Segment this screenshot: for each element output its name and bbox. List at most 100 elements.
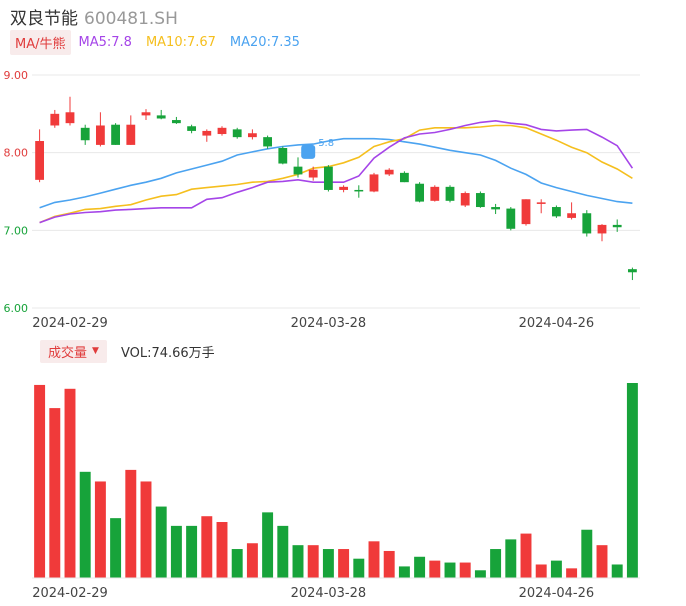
volume-bar [581, 529, 593, 578]
stock-header: 双良节能 600481.SH [10, 4, 178, 29]
x-tick-label: 2024-03-28 [291, 316, 367, 331]
candle-body [50, 113, 60, 126]
volume-bar [566, 568, 578, 578]
volume-bar [34, 384, 46, 578]
volume-bar [429, 560, 441, 578]
volume-x-tick-label: 2024-02-29 [32, 586, 108, 601]
candle-body [491, 207, 501, 210]
ma10-line [39, 124, 633, 224]
candle-body [126, 124, 136, 145]
candle-body [627, 269, 637, 273]
candle-body [612, 224, 622, 228]
candle-body [171, 120, 181, 124]
candle-body [202, 130, 212, 136]
volume-bar [216, 522, 228, 578]
candle-body [308, 169, 318, 178]
candle-body [156, 115, 166, 119]
volume-bar [292, 545, 304, 578]
volume-indicator-label: 成交量 [48, 345, 88, 361]
volume-bar [459, 562, 471, 578]
volume-bar [353, 558, 365, 578]
volume-bar [79, 471, 91, 578]
candle-body [597, 224, 607, 234]
volume-bar [535, 564, 547, 578]
candle-body [323, 166, 333, 190]
volume-indicator-selector[interactable]: 成交量 ▼ [40, 339, 107, 363]
volume-bar [474, 570, 486, 578]
volume-x-tick-label: 2024-04-26 [519, 586, 595, 601]
volume-bar [322, 549, 334, 578]
candle-body [232, 129, 242, 138]
x-tick-label: 2024-04-26 [519, 316, 595, 331]
volume-value: VOL:74.66万手 [120, 345, 215, 361]
candle-body [551, 207, 561, 217]
candle-body [460, 193, 470, 206]
volume-bar [611, 564, 623, 578]
candle-body [35, 141, 45, 180]
y-tick-label: 8.00 [4, 147, 29, 160]
volume-bar [398, 566, 410, 578]
candle-body [536, 202, 546, 204]
volume-bar [277, 525, 289, 578]
ma5-legend: MA5:7.8 [78, 34, 132, 50]
candle-body [278, 148, 288, 164]
volume-bar [231, 549, 243, 578]
volume-bar [49, 408, 61, 578]
candle-body [80, 127, 90, 141]
caret-down-icon: ▼ [92, 346, 99, 356]
candle-body [111, 124, 121, 145]
volume-bar [186, 525, 198, 578]
volume-bar [444, 562, 456, 578]
candle-body [399, 172, 409, 183]
ma5-line [39, 119, 634, 224]
volume-bar [596, 545, 608, 578]
stock-name: 双良节能 [10, 9, 78, 29]
candle-body [95, 125, 105, 145]
volume-bar [262, 512, 274, 578]
candle-body [521, 199, 531, 225]
stock-code: 600481.SH [84, 9, 178, 29]
candle-body [187, 126, 197, 131]
y-tick-label: 9.00 [4, 69, 29, 82]
volume-bar [490, 549, 502, 578]
volume-bar [140, 481, 152, 578]
volume-bar [94, 481, 106, 578]
x-tick-label: 2024-02-29 [32, 316, 108, 331]
ma10-legend: MA10:7.67 [145, 34, 216, 50]
volume-bar [368, 541, 380, 578]
candle-body [475, 193, 485, 208]
candle-body [582, 213, 592, 234]
volume-bar [125, 469, 137, 578]
candle-body [369, 174, 379, 192]
volume-legend: 成交量 ▼ VOL:74.66万手 [40, 339, 215, 363]
candle-body [293, 166, 303, 175]
candle-body [384, 169, 394, 175]
volume-x-tick-label: 2024-03-28 [291, 586, 367, 601]
volume-bar [246, 543, 258, 578]
candle-body [65, 112, 75, 124]
volume-bar [414, 556, 426, 578]
y-tick-label: 6.00 [4, 302, 29, 315]
candle-body [141, 112, 151, 116]
candle-body [567, 213, 577, 218]
ma20-legend: MA20:7.35 [229, 34, 300, 50]
candle-body [263, 137, 273, 147]
volume-bar [520, 533, 532, 578]
volume-bar [155, 506, 167, 578]
volume-bar [110, 518, 122, 578]
ma-legend: MA/牛熊 MA5:7.8 MA10:7.67 MA20:7.35 [10, 29, 300, 55]
volume-bar [64, 388, 76, 578]
volume-bar [170, 525, 182, 578]
candle-body [339, 186, 349, 190]
candle-body [217, 127, 227, 135]
volume-bar [505, 539, 517, 578]
volume-bar [626, 383, 638, 578]
volume-bar [201, 516, 213, 578]
y-tick-label: 7.00 [4, 224, 29, 237]
ma-indicator-selector[interactable]: MA/牛熊 [10, 29, 71, 55]
candle-body [247, 133, 257, 138]
volume-bar [383, 550, 395, 578]
event-marker-icon [301, 144, 316, 159]
candle-body [445, 186, 455, 201]
